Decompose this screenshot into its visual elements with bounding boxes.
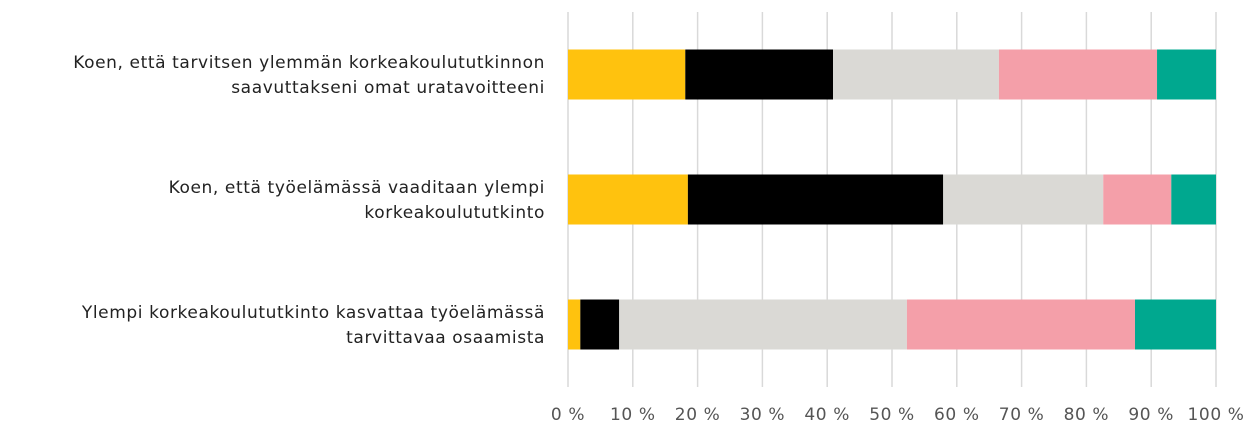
bar-segment <box>568 299 581 350</box>
bar-segment <box>568 174 688 225</box>
category-label-line: saavuttakseni omat uratavoitteeni <box>231 78 545 98</box>
category-label-line: korkeakoulututkinto <box>364 203 545 223</box>
x-tick-label: 90 % <box>1128 405 1174 425</box>
x-tick-label: 0 % <box>551 405 585 425</box>
category-label: Ylempi korkeakoulututkinto kasvattaa työ… <box>81 303 545 348</box>
x-tick-label: 70 % <box>999 405 1045 425</box>
bar-segment <box>580 299 620 350</box>
category-label: Koen, että työelämässä vaaditaan ylempi k… <box>169 178 545 223</box>
bar-segment <box>1171 174 1216 225</box>
bar-segment <box>906 299 1135 350</box>
bar-segment <box>833 49 999 100</box>
x-tick-label: 100 % <box>1187 405 1244 425</box>
bar-segment <box>685 49 834 100</box>
x-tick-label: 50 % <box>869 405 915 425</box>
x-tick-label: 30 % <box>740 405 786 425</box>
bar-segment <box>1103 174 1172 225</box>
bar-segment <box>568 49 686 100</box>
x-tick-label: 40 % <box>804 405 850 425</box>
bar-segment <box>687 174 944 225</box>
x-tick-label: 20 % <box>675 405 721 425</box>
category-label-line: Koen, että tarvitsen ylemmän korkeakoulu… <box>73 53 545 73</box>
bar-segment <box>1135 299 1216 350</box>
category-label: Koen, että tarvitsen ylemmän korkeakoulu… <box>73 53 545 98</box>
bar-segment <box>619 299 907 350</box>
x-tick-label: 80 % <box>1064 405 1110 425</box>
category-label-line: Ylempi korkeakoulututkinto kasvattaa työ… <box>81 303 545 323</box>
category-label-line: tarvittavaa osaamista <box>346 328 545 348</box>
category-label-line: Koen, että työelämässä vaaditaan ylempi <box>169 178 545 198</box>
bar-segment <box>1157 49 1216 100</box>
bar-segment <box>998 49 1158 100</box>
x-tick-label: 10 % <box>610 405 656 425</box>
bar-segment <box>943 174 1104 225</box>
x-tick-label: 60 % <box>934 405 980 425</box>
